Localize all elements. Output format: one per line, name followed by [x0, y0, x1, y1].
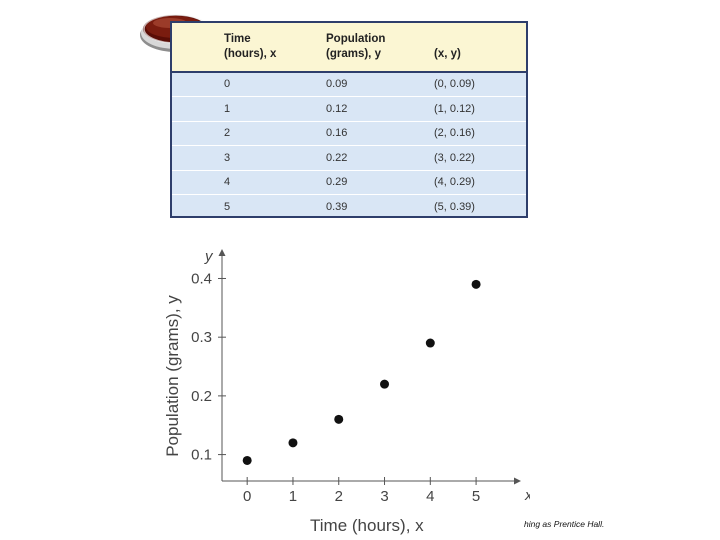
cell-pair: (0, 0.09) — [434, 78, 475, 90]
data-point — [380, 379, 390, 389]
cell-population: 0.39 — [326, 200, 348, 213]
cell-time: 4 — [224, 176, 231, 188]
y-axis-arrow — [218, 249, 226, 256]
x-tick-label: 1 — [289, 488, 297, 505]
data-table: Time (hours), x Population (grams), y (x… — [170, 21, 528, 220]
header-pair: (x, y) — [434, 48, 461, 60]
cell-pair: (1, 0.12) — [434, 102, 475, 115]
cell-time: 3 — [224, 151, 231, 164]
data-point — [425, 338, 435, 348]
y-axis-title: Population (grams), y — [163, 295, 182, 457]
credit-text: hing as Prentice Hall. — [524, 519, 605, 529]
cell-population: 0.29 — [326, 176, 348, 188]
table-row: 5 0.39 (5, 0.39) — [172, 196, 526, 220]
cell-pair: (4, 0.29) — [434, 176, 475, 188]
cell-population: 0.16 — [326, 127, 348, 139]
header-time: Time (hours), x — [224, 33, 277, 60]
cell-population: 0.22 — [326, 151, 348, 164]
x-axis-arrow — [514, 477, 521, 485]
cell-time: 5 — [224, 200, 231, 213]
data-point — [471, 279, 481, 289]
cell-pair: (3, 0.22) — [434, 151, 475, 164]
x-tick-label: 2 — [335, 488, 343, 505]
x-tick-label: 5 — [472, 488, 480, 505]
x-axis-title: Time (hours), x — [310, 516, 424, 535]
y-tick-label: 0.2 — [191, 388, 212, 405]
cell-pair: (5, 0.39) — [434, 200, 475, 213]
cell-time: 0 — [224, 78, 231, 90]
table-row: 2 0.16 (2, 0.16) — [172, 122, 526, 146]
x-tick-label: 0 — [243, 488, 251, 505]
data-point — [242, 455, 252, 465]
table-row: 0 0.09 (0, 0.09) — [172, 73, 526, 97]
y-tick-label: 0.3 — [191, 329, 212, 346]
x-tick-label: 3 — [380, 488, 388, 505]
y-tick-label: 0.1 — [191, 447, 212, 464]
cell-population: 0.12 — [326, 102, 348, 115]
y-tick-label: 0.4 — [191, 270, 212, 287]
x-tick-label: 4 — [426, 488, 434, 505]
scatter-chart: 0 1 2 3 4 5 0.1 0.2 0.3 0.4 x y Time (hours), x Popul… — [163, 248, 530, 535]
header-population: Population (grams), y — [326, 33, 386, 60]
table-header: Time (hours), x Population (grams), y (x… — [172, 23, 526, 73]
cell-time: 1 — [224, 102, 231, 115]
table-row: 1 0.12 (1, 0.12) — [172, 98, 526, 122]
cell-time: 2 — [224, 127, 231, 139]
cell-pair: (2, 0.16) — [434, 127, 475, 139]
table-row: 3 0.22 (3, 0.22) — [172, 147, 526, 171]
table-row: 4 0.29 (4, 0.29) — [172, 171, 526, 195]
data-point — [334, 414, 344, 424]
x-axis-letter: x — [524, 487, 530, 504]
cell-population: 0.09 — [326, 78, 348, 90]
y-axis-letter: y — [204, 248, 214, 265]
data-point — [288, 438, 298, 448]
